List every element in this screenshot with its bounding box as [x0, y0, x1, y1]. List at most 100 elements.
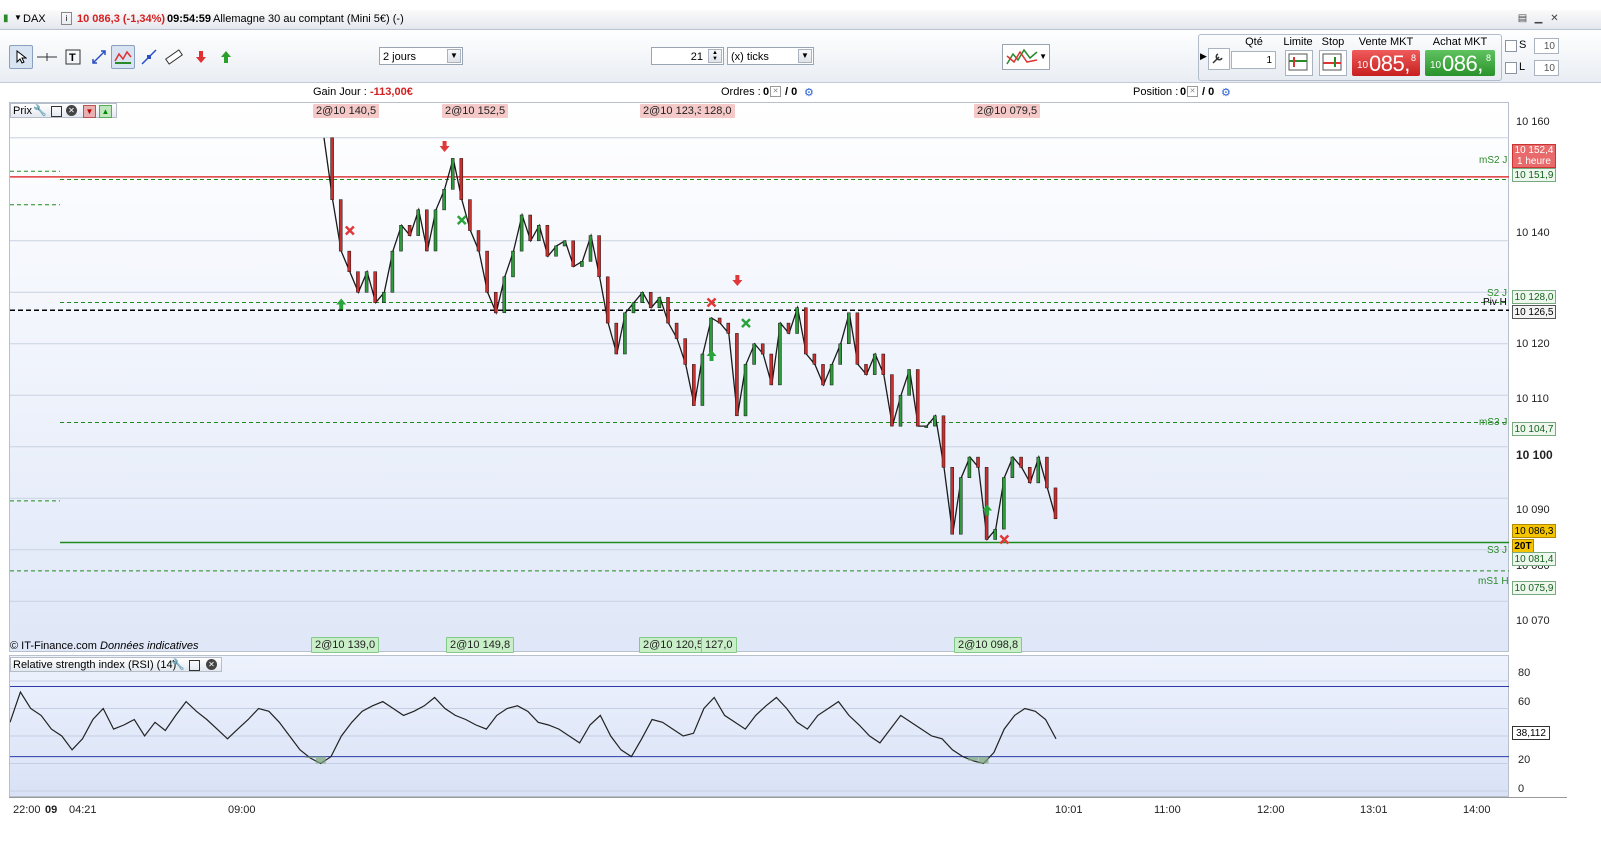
position-settings-icon[interactable]: ⚙: [1221, 87, 1231, 99]
candle: [1036, 456, 1041, 484]
chart-style-button[interactable]: ▼: [1002, 44, 1050, 70]
close-panel-icon[interactable]: ✕: [206, 659, 217, 670]
ruler-tool-icon[interactable]: [162, 45, 186, 69]
trade-label-bottom[interactable]: 2@10 098,8: [954, 637, 1023, 653]
candle: [631, 302, 636, 314]
move-down-icon[interactable]: ▼: [83, 105, 96, 118]
trade-label-top[interactable]: 2@10 123,3: [640, 104, 707, 118]
rsi-y-tick: 0: [1518, 783, 1525, 795]
chevron-down-icon[interactable]: ▼: [798, 49, 812, 63]
s-label: S: [1519, 39, 1527, 51]
dropdown-arrow-icon[interactable]: ▼: [14, 13, 22, 22]
ticks-unit-select[interactable]: (x) ticks ▼: [727, 47, 814, 65]
stepper-arrows-icon[interactable]: ▲ ▼: [708, 49, 722, 63]
candle: [890, 374, 894, 427]
maximize-icon[interactable]: [51, 106, 62, 117]
candle: [984, 467, 989, 540]
crosshair-tool-icon[interactable]: [35, 45, 59, 69]
limit-order-button[interactable]: [1285, 50, 1313, 76]
chevron-down-icon[interactable]: ▼: [447, 49, 461, 63]
candle: [580, 261, 584, 267]
sell-arrow-icon[interactable]: [189, 45, 213, 69]
candle: [700, 353, 705, 406]
buy-marker-icon: [741, 318, 751, 329]
l-checkbox[interactable]: [1505, 62, 1517, 74]
trade-label-bottom[interactable]: 127,0: [701, 637, 737, 653]
trade-label-top[interactable]: 2@10 079,5: [974, 104, 1041, 118]
price-chart[interactable]: [10, 103, 1510, 653]
trendline-tool-icon[interactable]: [137, 45, 161, 69]
x-tick: 22:00: [13, 804, 41, 816]
candle: [425, 209, 429, 252]
move-up-icon[interactable]: ▲: [99, 105, 112, 118]
rsi-panel[interactable]: Relative strength index (RSI) (14) 🔧 ✕: [9, 655, 1510, 798]
period-select[interactable]: 2 jours ▼: [379, 47, 463, 65]
rsi-y-tick: 80: [1518, 667, 1531, 679]
chevron-down-icon[interactable]: ▼: [1039, 52, 1047, 61]
expand-arrow-icon[interactable]: ▶: [1200, 51, 1207, 61]
l-input[interactable]: 10: [1534, 60, 1559, 76]
candle: [795, 307, 799, 334]
buy-arrow-icon[interactable]: [214, 45, 238, 69]
x-tick: 12:00: [1257, 804, 1285, 816]
maximize-icon[interactable]: [189, 660, 200, 671]
candle: [459, 158, 464, 200]
svg-text:T: T: [69, 52, 76, 64]
sell-market-button[interactable]: 10 085, 8: [1352, 50, 1420, 76]
candle: [959, 477, 963, 535]
info-icon[interactable]: i: [61, 12, 72, 25]
y-tick: 10 110: [1516, 393, 1549, 405]
buy-arrow-icon: [982, 504, 993, 516]
zoom-arrows-icon[interactable]: [87, 45, 111, 69]
minimize-icon[interactable]: ▁: [1534, 13, 1543, 24]
title-bar: ▮ ▼ DAX i 10 086,3 (-1,34%) 09:54:59 All…: [0, 10, 1601, 30]
candle: [511, 250, 515, 278]
indicator-tool-icon[interactable]: [111, 45, 135, 69]
orders-settings-icon[interactable]: ⚙: [804, 87, 814, 99]
candle: [468, 199, 472, 231]
trade-label-bottom[interactable]: 2@10 120,5: [639, 637, 708, 653]
close-icon[interactable]: ✕: [1550, 13, 1559, 24]
settings-icon[interactable]: ▤: [1517, 13, 1528, 24]
text-tool-icon[interactable]: T: [61, 45, 85, 69]
candle: [485, 250, 489, 293]
chart-type-icon[interactable]: ▮: [3, 13, 9, 24]
trade-label-bottom[interactable]: 2@10 149,8: [446, 637, 515, 653]
close-position-icon[interactable]: ✕: [1187, 86, 1198, 97]
candle: [1010, 456, 1015, 478]
wrench-icon[interactable]: 🔧: [171, 659, 185, 671]
close-panel-icon[interactable]: ✕: [66, 105, 77, 116]
buy-market-button[interactable]: 10 086, 8: [1425, 50, 1495, 76]
trade-label-top[interactable]: 128,0: [701, 104, 735, 118]
candle: [950, 467, 954, 535]
cursor-tool-icon[interactable]: [9, 45, 33, 69]
ticks-count-value: 21: [690, 51, 703, 63]
sell-arrow-icon: [732, 274, 743, 286]
candle: [743, 364, 748, 417]
y-tick: 10 140: [1516, 227, 1550, 239]
candle: [786, 322, 791, 334]
level-label-ms1: mS1 H: [1478, 576, 1509, 587]
qty-input[interactable]: 1: [1231, 51, 1276, 69]
rsi-y-tick: 20: [1518, 754, 1531, 766]
rsi-chart[interactable]: [10, 656, 1510, 798]
candle: [726, 322, 731, 334]
candle: [382, 292, 386, 303]
sell-arrow-icon: [439, 141, 450, 153]
trade-label-top[interactable]: 2@10 140,5: [313, 104, 380, 118]
trade-label-top[interactable]: 2@10 152,5: [442, 104, 509, 118]
candle: [657, 297, 662, 308]
trade-label-bottom[interactable]: 2@10 139,0: [311, 637, 380, 653]
price-tag-ms3: 10 104,7: [1512, 422, 1556, 436]
stop-order-button[interactable]: [1319, 50, 1347, 76]
ticks-count-stepper[interactable]: 21 ▲ ▼: [651, 47, 724, 65]
wrench-icon[interactable]: 🔧: [33, 105, 47, 117]
cancel-orders-icon[interactable]: ✕: [770, 86, 781, 97]
price-chart-panel[interactable]: Prix 🔧 ✕ ▼ ▲ 2@10 140,5 2@10 152,5 2@10 …: [9, 102, 1510, 653]
candle: [597, 235, 601, 278]
s-input[interactable]: 10: [1534, 38, 1559, 54]
sell-price-prefix: 10: [1357, 60, 1369, 71]
wrench-button[interactable]: [1208, 48, 1230, 70]
s-checkbox[interactable]: [1505, 40, 1517, 52]
rsi-line: [10, 690, 1057, 765]
